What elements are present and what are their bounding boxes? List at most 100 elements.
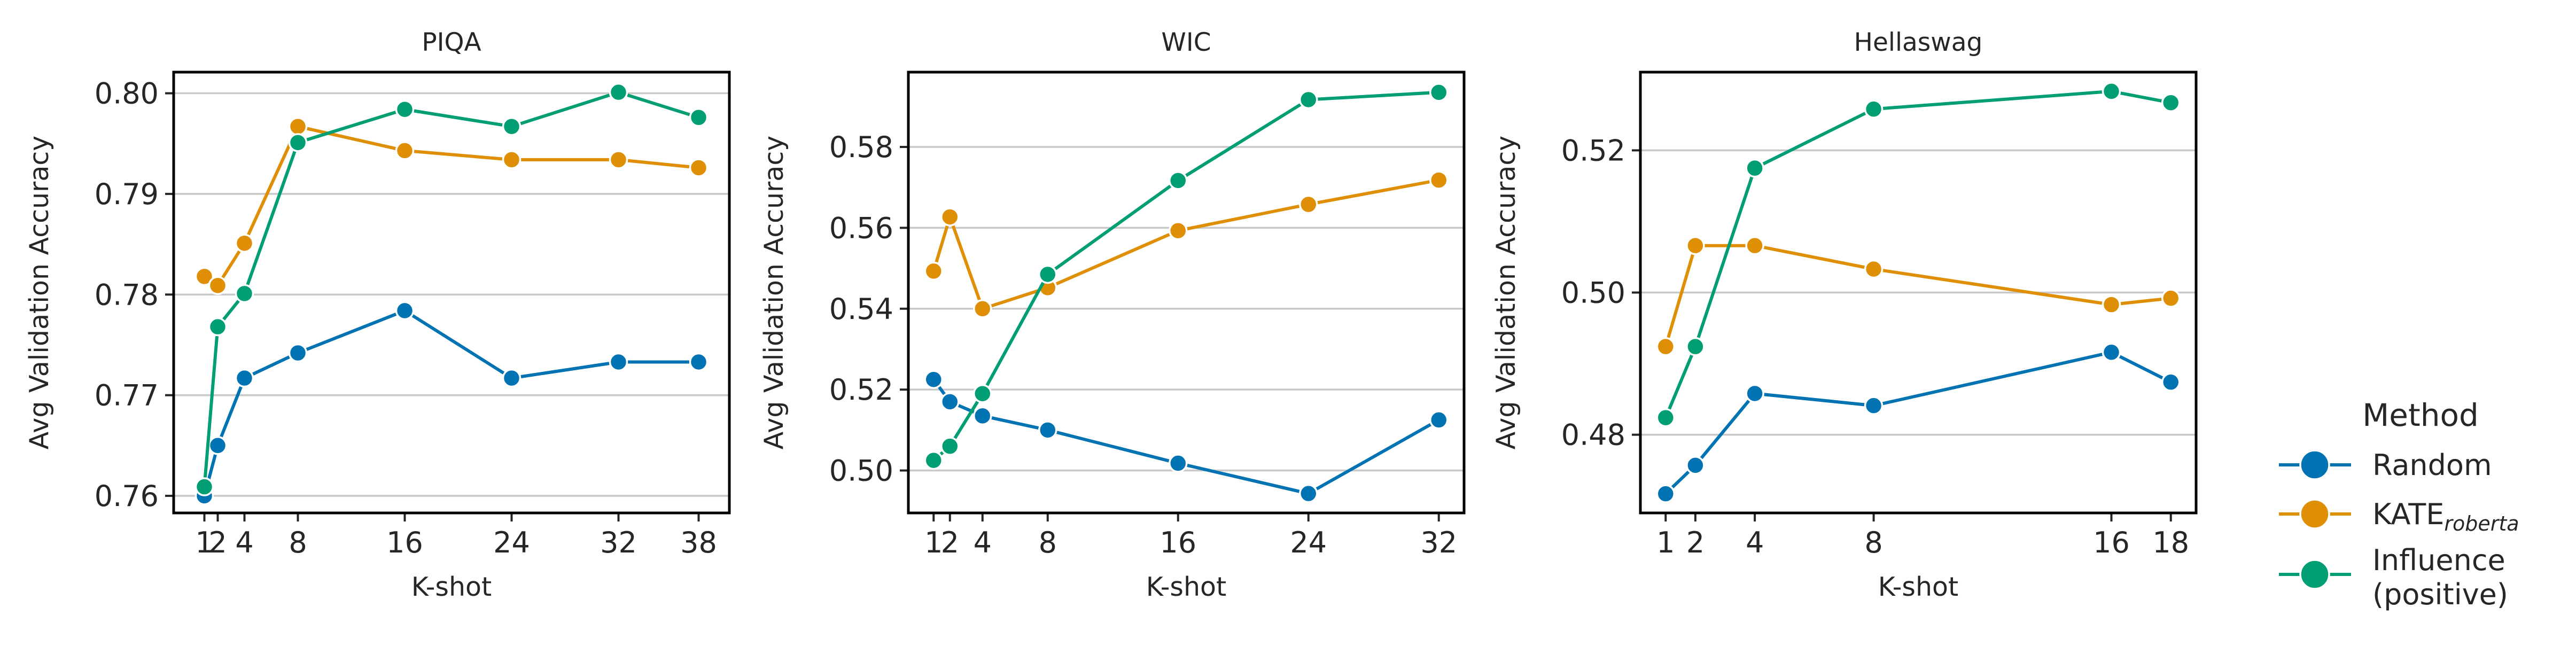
- data-point: [1169, 454, 1188, 473]
- y-tick-label: 0.77: [95, 379, 159, 412]
- data-point: [395, 301, 415, 321]
- legend-entry-kate: KATEroberta: [2279, 497, 2519, 535]
- data-point: [1686, 456, 1705, 475]
- x-tick-label: 4: [235, 526, 253, 559]
- legend-entry-influence: Influence(positive): [2279, 543, 2508, 611]
- data-point: [973, 384, 992, 403]
- data-point: [1864, 99, 1884, 119]
- legend-label: Random: [2372, 448, 2492, 482]
- series-kate: [1656, 236, 2181, 356]
- data-point: [1745, 236, 1764, 255]
- legend-marker: [2299, 559, 2330, 590]
- data-point: [973, 406, 992, 426]
- data-point: [2161, 93, 2181, 112]
- data-point: [235, 368, 254, 388]
- data-point: [609, 352, 628, 372]
- x-tick-label: 38: [680, 526, 717, 559]
- data-point: [194, 477, 214, 496]
- data-point: [208, 436, 228, 455]
- data-point: [1429, 410, 1449, 430]
- x-axis-label: K-shot: [1878, 572, 1958, 602]
- data-point: [924, 450, 944, 470]
- data-point: [609, 150, 628, 169]
- y-tick-label: 0.52: [1561, 134, 1625, 167]
- series-line-influence: [1664, 89, 2172, 418]
- y-tick-label: 0.50: [1561, 276, 1625, 310]
- x-tick-label: 8: [1864, 526, 1882, 559]
- data-point: [689, 352, 709, 372]
- data-point: [288, 116, 308, 136]
- series-influence: [924, 83, 1449, 470]
- data-point: [502, 150, 522, 169]
- data-point: [1298, 90, 1318, 110]
- series-line-kate: [203, 124, 699, 287]
- y-tick-label: 0.58: [829, 130, 893, 164]
- data-point: [940, 437, 960, 456]
- data-point: [973, 299, 992, 318]
- data-point: [689, 158, 709, 177]
- data-point: [2161, 372, 2181, 392]
- data-point: [288, 343, 308, 363]
- x-tick-label: 2: [941, 526, 959, 559]
- x-tick-label: 24: [1290, 526, 1327, 559]
- series-kate: [924, 170, 1449, 318]
- y-tick-label: 0.76: [95, 479, 159, 513]
- legend-label: (positive): [2372, 578, 2508, 611]
- x-tick-label: 16: [2093, 526, 2130, 559]
- x-tick-label: 1: [195, 526, 213, 559]
- x-tick-label: 8: [1039, 526, 1057, 559]
- data-point: [208, 317, 228, 337]
- series-line-random: [1664, 351, 2172, 495]
- data-point: [940, 207, 960, 227]
- data-point: [502, 116, 522, 136]
- data-point: [1656, 484, 1676, 503]
- x-axis-label: K-shot: [411, 572, 492, 602]
- series-line-kate: [932, 178, 1439, 310]
- x-tick-label: 4: [974, 526, 992, 559]
- data-point: [1686, 337, 1705, 356]
- data-point: [1656, 337, 1676, 356]
- series-random: [924, 370, 1449, 503]
- data-point: [1169, 171, 1188, 190]
- y-axis-label: Avg Validation Accuracy: [759, 136, 789, 450]
- y-tick-label: 0.80: [95, 77, 159, 111]
- data-point: [1864, 396, 1884, 415]
- y-axis-label: Avg Validation Accuracy: [24, 136, 55, 450]
- legend-marker: [2299, 449, 2330, 480]
- data-point: [1298, 194, 1318, 214]
- x-tick-label: 1: [1656, 526, 1675, 559]
- x-tick-label: 2: [1686, 526, 1705, 559]
- chart-title: PIQA: [422, 28, 481, 57]
- data-point: [924, 370, 944, 389]
- x-tick-label: 32: [1420, 526, 1457, 559]
- x-tick-label: 24: [493, 526, 530, 559]
- y-tick-label: 0.48: [1561, 418, 1625, 452]
- data-point: [1429, 170, 1449, 190]
- series-line-kate: [1664, 244, 2172, 347]
- x-tick-label: 32: [600, 526, 637, 559]
- data-point: [689, 108, 709, 127]
- data-point: [1686, 236, 1705, 255]
- data-point: [2102, 342, 2121, 362]
- y-tick-label: 0.78: [95, 278, 159, 312]
- data-point: [395, 99, 415, 119]
- data-point: [1864, 259, 1884, 279]
- plot-frame: [1639, 71, 2198, 515]
- data-point: [1656, 408, 1676, 427]
- data-point: [2161, 289, 2181, 308]
- series-line-influence: [203, 90, 699, 487]
- x-tick-label: 16: [1159, 526, 1196, 559]
- chart-title: WIC: [1161, 28, 1211, 57]
- data-point: [2102, 295, 2121, 314]
- legend-label: KATEroberta: [2372, 497, 2519, 535]
- data-point: [194, 267, 214, 286]
- series-line-random: [932, 378, 1440, 495]
- panel-hellaswag: 0.48 0.50 0.52 1 2 4 8 16 18 Hellaswag K-shot Avg V…: [1491, 28, 2198, 602]
- data-point: [208, 276, 228, 295]
- series-random: [194, 301, 709, 505]
- legend: Method Random KATEroberta Influence(positiv…: [2279, 397, 2519, 611]
- x-tick-label: 8: [289, 526, 307, 559]
- y-axis-label: Avg Validation Accuracy: [1491, 136, 1521, 450]
- data-point: [1038, 421, 1057, 440]
